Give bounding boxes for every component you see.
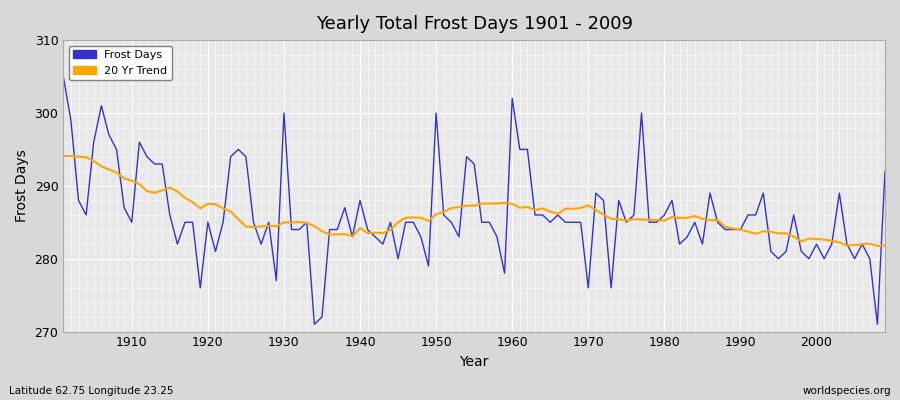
20 Yr Trend (507, 202, 517, 206)
Frost Days (339, 205, 350, 210)
Frost Days (309, 322, 320, 327)
20 Yr Trend (58, 154, 68, 158)
Frost Days (507, 96, 517, 101)
Frost Days (515, 147, 526, 152)
20 Yr Trend (332, 232, 343, 237)
Line: 20 Yr Trend: 20 Yr Trend (63, 156, 885, 246)
20 Yr Trend (879, 243, 890, 248)
20 Yr Trend (598, 212, 609, 217)
Text: worldspecies.org: worldspecies.org (803, 386, 891, 396)
Y-axis label: Frost Days: Frost Days (15, 150, 29, 222)
20 Yr Trend (500, 200, 510, 205)
Frost Days (606, 286, 616, 290)
20 Yr Trend (119, 176, 130, 181)
20 Yr Trend (872, 244, 883, 248)
Legend: Frost Days, 20 Yr Trend: Frost Days, 20 Yr Trend (68, 46, 172, 80)
20 Yr Trend (286, 220, 297, 225)
Line: Frost Days: Frost Days (63, 76, 885, 324)
Title: Yearly Total Frost Days 1901 - 2009: Yearly Total Frost Days 1901 - 2009 (316, 15, 633, 33)
Frost Days (119, 205, 130, 210)
Text: Latitude 62.75 Longitude 23.25: Latitude 62.75 Longitude 23.25 (9, 386, 174, 396)
Frost Days (879, 169, 890, 174)
X-axis label: Year: Year (460, 355, 489, 369)
Frost Days (58, 74, 68, 79)
Frost Days (286, 227, 297, 232)
